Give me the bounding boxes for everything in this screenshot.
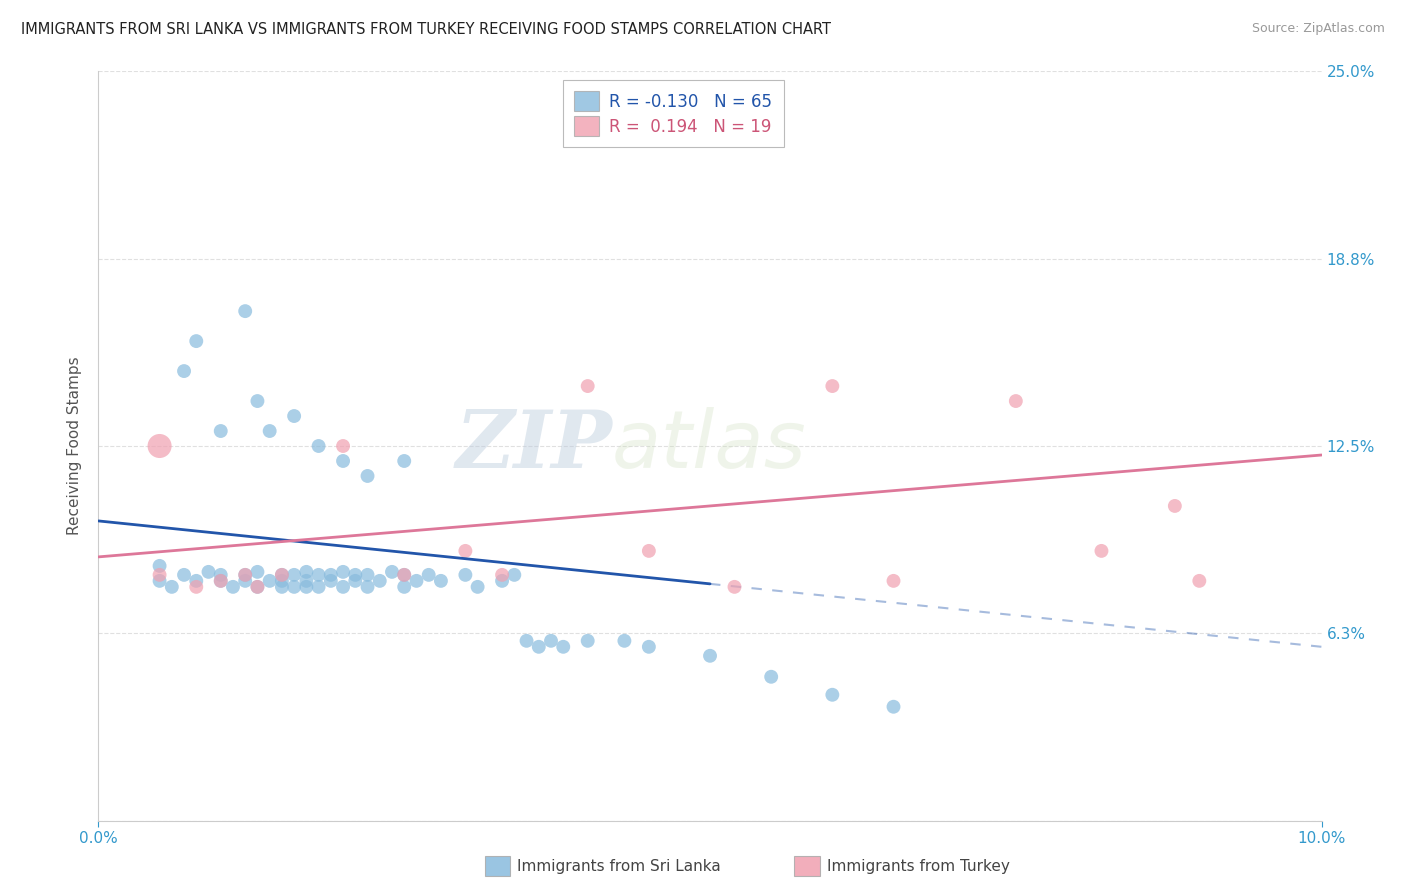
Point [392, 567, 416, 582]
Text: ZIP: ZIP [456, 408, 612, 484]
Point [516, 633, 538, 648]
Point [295, 574, 318, 588]
Legend: R = -0.130   N = 65, R =  0.194   N = 19: R = -0.130 N = 65, R = 0.194 N = 19 [562, 79, 785, 147]
Point [759, 670, 782, 684]
Text: Source: ZipAtlas.com: Source: ZipAtlas.com [1251, 22, 1385, 36]
Point [270, 574, 292, 588]
Point [209, 574, 232, 588]
Point [308, 439, 330, 453]
Y-axis label: Receiving Food Stamps: Receiving Food Stamps [67, 357, 83, 535]
Point [430, 574, 453, 588]
Point [149, 558, 172, 573]
Point [233, 567, 256, 582]
Point [356, 580, 378, 594]
Point [576, 379, 599, 393]
Point [381, 565, 404, 579]
Point [197, 565, 219, 579]
Point [233, 574, 256, 588]
Point [503, 567, 526, 582]
Point [637, 544, 661, 558]
Point [308, 580, 330, 594]
Point [418, 567, 440, 582]
Point [319, 574, 342, 588]
Point [491, 574, 513, 588]
Point [344, 567, 367, 582]
Point [553, 640, 575, 654]
Text: Immigrants from Turkey: Immigrants from Turkey [827, 859, 1010, 873]
Point [405, 574, 427, 588]
Point [332, 454, 354, 468]
Point [883, 699, 905, 714]
Point [209, 567, 232, 582]
Point [1164, 499, 1187, 513]
Point [186, 574, 208, 588]
Point [246, 580, 269, 594]
Point [246, 580, 269, 594]
Point [149, 567, 172, 582]
Point [821, 688, 844, 702]
Point [295, 580, 318, 594]
Point [368, 574, 391, 588]
Point [270, 567, 292, 582]
Point [467, 580, 489, 594]
Point [1188, 574, 1211, 588]
Point [454, 567, 477, 582]
Point [222, 580, 245, 594]
Point [332, 439, 354, 453]
Point [233, 304, 256, 318]
Point [332, 565, 354, 579]
Point [356, 567, 378, 582]
Point [186, 580, 208, 594]
Point [295, 565, 318, 579]
Point [270, 580, 292, 594]
Point [527, 640, 550, 654]
Point [259, 574, 281, 588]
Point [454, 544, 477, 558]
Point [209, 424, 232, 438]
Point [259, 424, 281, 438]
Point [723, 580, 745, 594]
Point [283, 567, 305, 582]
Text: IMMIGRANTS FROM SRI LANKA VS IMMIGRANTS FROM TURKEY RECEIVING FOOD STAMPS CORREL: IMMIGRANTS FROM SRI LANKA VS IMMIGRANTS … [21, 22, 831, 37]
Point [392, 567, 416, 582]
Point [332, 580, 354, 594]
Point [186, 334, 208, 348]
Point [319, 567, 342, 582]
Point [149, 574, 172, 588]
Point [209, 574, 232, 588]
Point [491, 567, 513, 582]
Point [173, 567, 195, 582]
Point [270, 567, 292, 582]
Point [246, 394, 269, 409]
Point [540, 633, 562, 648]
Point [699, 648, 721, 663]
Point [613, 633, 636, 648]
Point [344, 574, 367, 588]
Point [392, 580, 416, 594]
Point [1004, 394, 1026, 409]
Point [160, 580, 183, 594]
Point [308, 567, 330, 582]
Text: atlas: atlas [612, 407, 807, 485]
Point [637, 640, 661, 654]
Point [883, 574, 905, 588]
Point [392, 454, 416, 468]
Point [356, 469, 378, 483]
Point [173, 364, 195, 378]
Point [233, 567, 256, 582]
Point [1090, 544, 1112, 558]
Point [283, 409, 305, 423]
Text: Immigrants from Sri Lanka: Immigrants from Sri Lanka [517, 859, 721, 873]
Point [246, 565, 269, 579]
Point [821, 379, 844, 393]
Point [283, 580, 305, 594]
Point [576, 633, 599, 648]
Point [149, 439, 172, 453]
